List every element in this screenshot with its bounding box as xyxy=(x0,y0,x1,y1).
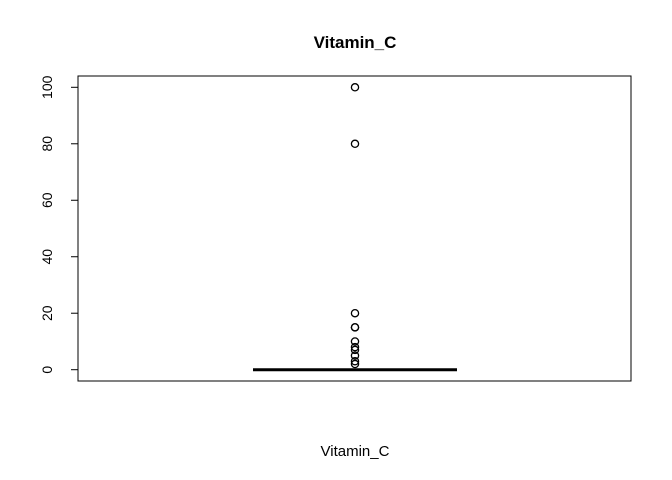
y-tick-label: 0 xyxy=(39,366,55,374)
outlier-point xyxy=(350,337,360,346)
outlier-point xyxy=(350,345,360,355)
y-tick-label: 40 xyxy=(39,249,55,265)
outlier-point xyxy=(350,359,360,369)
plot-frame xyxy=(77,75,632,382)
chart-title: Vitamin_C xyxy=(314,33,397,52)
outlier-point xyxy=(350,342,360,352)
y-tick-label: 80 xyxy=(39,136,55,152)
y-axis: 0 20 40 60 80 100 xyxy=(39,75,79,374)
outlier-point xyxy=(350,323,360,332)
x-axis-label: Vitamin_C xyxy=(321,443,390,460)
y-tick-label: 100 xyxy=(39,75,55,99)
outlier-point xyxy=(350,351,360,360)
outlier-point xyxy=(350,356,360,366)
outlier-group xyxy=(350,83,360,369)
outlier-point xyxy=(350,83,360,92)
y-tick-label: 20 xyxy=(39,305,55,321)
y-tick-label: 60 xyxy=(39,192,55,208)
outlier-point xyxy=(350,139,360,149)
outlier-point xyxy=(350,308,360,318)
